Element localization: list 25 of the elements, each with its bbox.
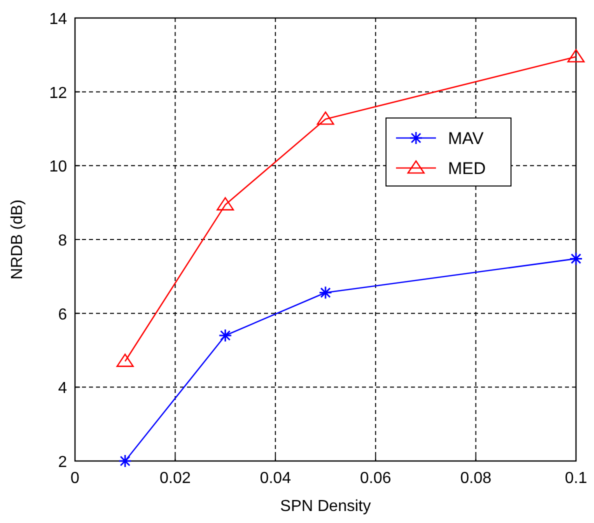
legend-label: MED <box>448 159 486 178</box>
point <box>318 286 332 300</box>
y-tick-label: 10 <box>49 158 68 176</box>
point <box>569 252 583 266</box>
x-tick-label: 0.1 <box>564 470 588 487</box>
x-tick-label: 0.02 <box>160 470 191 487</box>
x-tick-label: 0.08 <box>460 470 492 487</box>
point <box>118 454 132 468</box>
y-tick-label: 4 <box>58 380 68 398</box>
y-axis-title: NRDB (dB) <box>9 199 26 280</box>
x-tick-label: 0.04 <box>260 470 292 487</box>
point <box>567 49 585 62</box>
x-tick-label: 0 <box>70 470 80 487</box>
y-tick-label: 2 <box>58 454 68 471</box>
x-tick-label: 0.06 <box>360 470 392 487</box>
y-tick-label: 14 <box>49 11 68 28</box>
x-axis-title: SPN Density <box>280 498 371 515</box>
point <box>116 354 134 367</box>
point <box>216 197 234 210</box>
y-tick-label: 12 <box>49 84 68 102</box>
legend-label: MAV <box>448 129 484 148</box>
y-tick-label: 8 <box>58 232 68 250</box>
point <box>218 328 232 342</box>
point <box>316 112 334 125</box>
y-tick-label: 6 <box>58 306 68 324</box>
